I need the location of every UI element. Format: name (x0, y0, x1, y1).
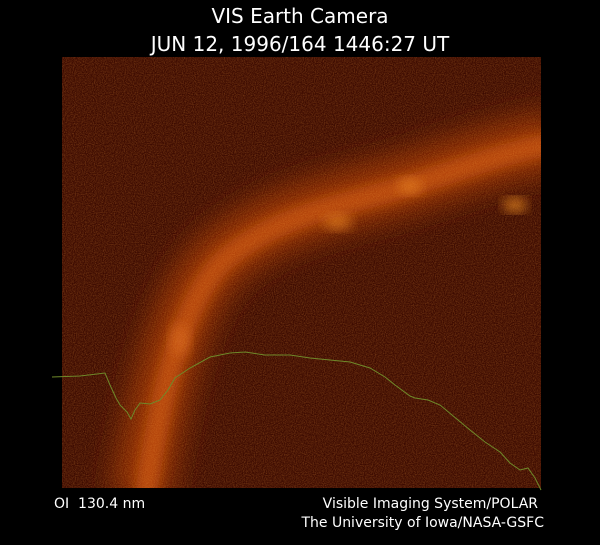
instrument-label: Visible Imaging System/POLAR (323, 496, 539, 512)
institution-label: The University of Iowa/NASA-GSFC (300, 515, 544, 531)
filter-label: OI 130.4 nm (54, 496, 145, 512)
coastline (51, 351, 542, 491)
camera-image (62, 57, 541, 488)
title: VIS Earth Camera (211, 4, 388, 28)
timestamp: JUN 12, 1996/164 1446:27 UT (149, 32, 450, 56)
